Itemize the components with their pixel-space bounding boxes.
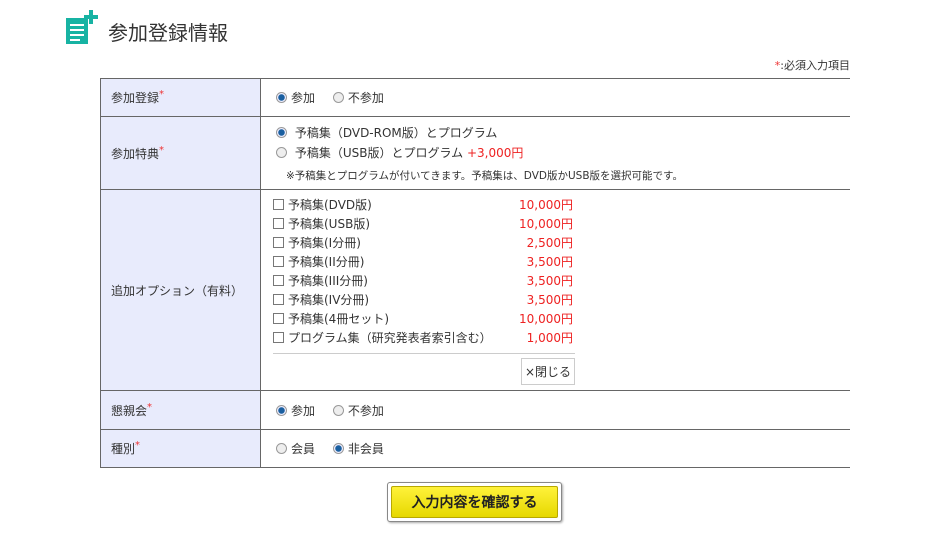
page-title: 参加登録情報: [108, 20, 228, 45]
option-price: 3,500円: [526, 274, 573, 288]
option-name: プログラム集（研究発表者索引含む）: [288, 331, 492, 345]
close-button[interactable]: ×閉じる: [520, 358, 575, 385]
radio-party-absent[interactable]: 不参加: [332, 404, 384, 418]
option-name: 予稿集(4冊セット): [288, 312, 389, 326]
option-item[interactable]: 予稿集(4冊セット) 10,000円: [273, 309, 573, 328]
label-options: 追加オプション（有料）: [100, 189, 261, 391]
option-item[interactable]: 予稿集(IV分冊) 3,500円: [273, 290, 573, 309]
required-note: *:必須入力項目: [774, 59, 850, 72]
option-item[interactable]: 予稿集(III分冊) 3,500円: [273, 271, 573, 290]
option-price: 2,500円: [526, 236, 573, 250]
radio-registration-attend[interactable]: 参加: [276, 91, 315, 105]
page-header: 参加登録情報: [64, 10, 228, 46]
option-price: 10,000円: [519, 198, 573, 212]
option-price: 10,000円: [519, 217, 573, 231]
option-price: 10,000円: [519, 312, 573, 326]
checkbox[interactable]: [273, 199, 284, 210]
option-name: 予稿集(IV分冊): [288, 293, 370, 307]
option-item[interactable]: 予稿集(USB版) 10,000円: [273, 214, 573, 233]
option-price: 1,000円: [526, 331, 573, 345]
radio-type-nonmember[interactable]: 非会員: [332, 442, 384, 456]
option-name: 予稿集(II分冊): [288, 255, 365, 269]
label-party: 懇親会*: [100, 390, 261, 430]
document-plus-icon: [64, 10, 100, 46]
option-name: 予稿集(I分冊): [288, 236, 361, 250]
checkbox[interactable]: [273, 237, 284, 248]
option-item[interactable]: 予稿集(I分冊) 2,500円: [273, 233, 573, 252]
radio-benefit-usb[interactable]: 予稿集（USB版）とプログラム +3,000円: [276, 144, 850, 161]
label-registration: 参加登録*: [100, 78, 261, 117]
checkbox[interactable]: [273, 332, 284, 343]
confirm-button[interactable]: 入力内容を確認する: [387, 482, 562, 522]
option-name: 予稿集(DVD版): [288, 198, 372, 212]
radio-benefit-dvd[interactable]: 予稿集（DVD-ROM版）とプログラム: [276, 124, 850, 141]
label-benefit: 参加特典*: [100, 116, 261, 190]
option-item[interactable]: 予稿集(II分冊) 3,500円: [273, 252, 573, 271]
radio-party-attend[interactable]: 参加: [276, 404, 315, 418]
checkbox[interactable]: [273, 313, 284, 324]
label-type: 種別*: [100, 429, 261, 468]
registration-form-table: 参加登録* 参加 不参加 参加特典* 予稿集（DVD-ROM版）とプログラム 予…: [100, 78, 850, 468]
option-price: 3,500円: [526, 255, 573, 269]
checkbox[interactable]: [273, 294, 284, 305]
checkbox[interactable]: [273, 218, 284, 229]
radio-type-member[interactable]: 会員: [276, 442, 315, 456]
benefit-note: ※予稿集とプログラムが付いてきます。予稿集は、DVD版かUSB版を選択可能です。: [286, 169, 683, 182]
option-name: 予稿集(USB版): [288, 217, 370, 231]
checkbox[interactable]: [273, 256, 284, 267]
options-list: 予稿集(DVD版) 10,000円 予稿集(USB版) 10,000円 予稿集(I分冊)…: [273, 195, 850, 347]
radio-registration-absent[interactable]: 不参加: [332, 91, 384, 105]
option-item[interactable]: プログラム集（研究発表者索引含む） 1,000円: [273, 328, 573, 347]
option-item[interactable]: 予稿集(DVD版) 10,000円: [273, 195, 573, 214]
checkbox[interactable]: [273, 275, 284, 286]
option-name: 予稿集(III分冊): [288, 274, 368, 288]
option-price: 3,500円: [526, 293, 573, 307]
